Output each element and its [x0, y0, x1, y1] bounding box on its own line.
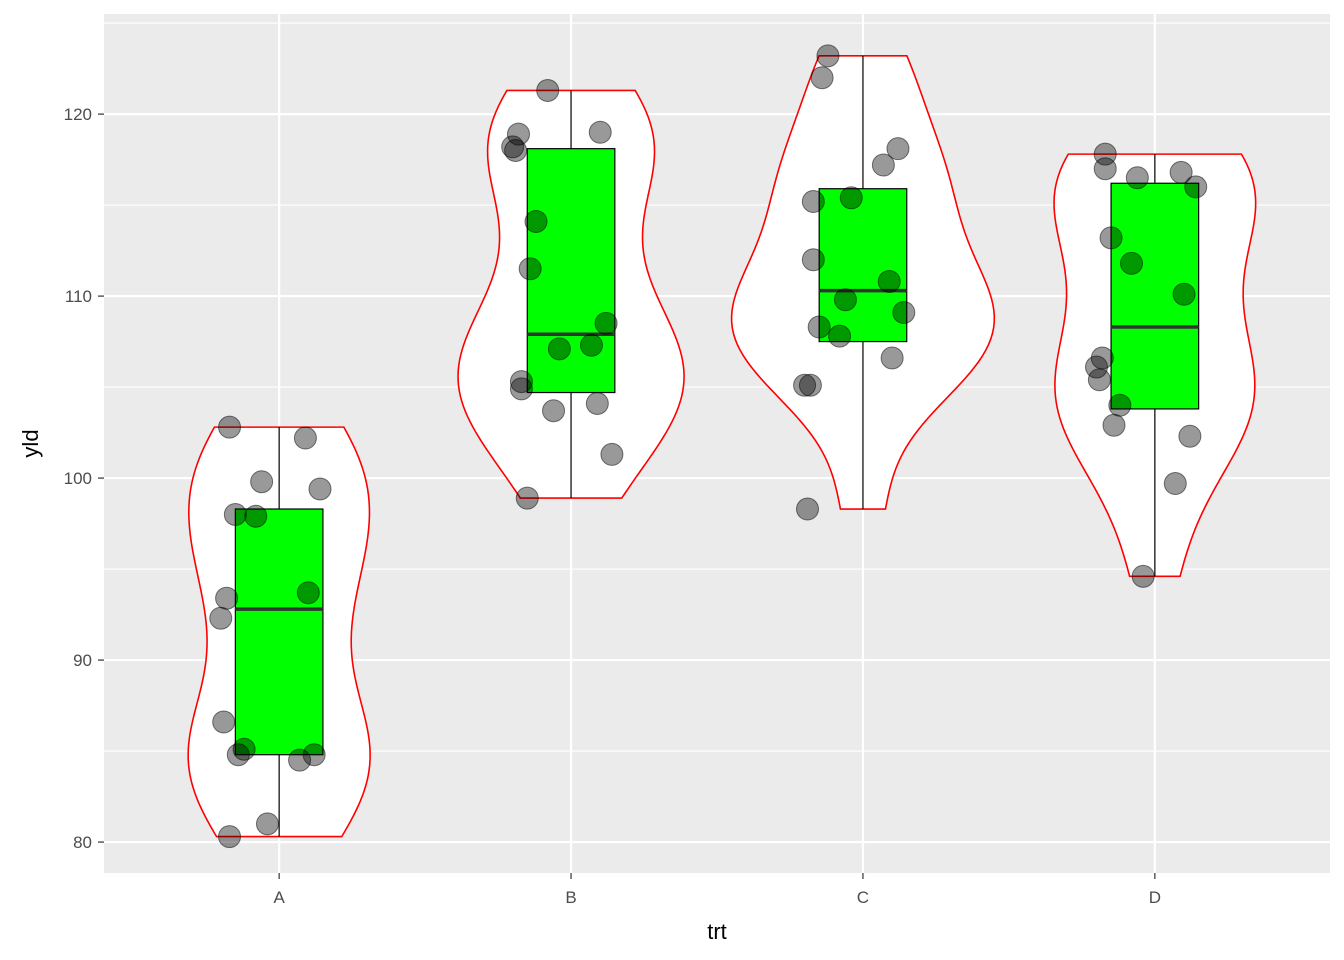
- data-point: [793, 373, 817, 397]
- data-point: [215, 586, 239, 610]
- box-C: [818, 188, 908, 343]
- data-point: [1087, 368, 1111, 392]
- data-point: [1099, 226, 1123, 250]
- data-point: [212, 710, 236, 734]
- data-point: [1172, 282, 1196, 306]
- data-point: [801, 248, 825, 272]
- data-point: [585, 391, 609, 415]
- data-point: [588, 120, 612, 144]
- data-point: [223, 502, 247, 526]
- data-point: [288, 748, 312, 772]
- data-point: [1093, 157, 1117, 181]
- data-point: [255, 812, 279, 836]
- data-point: [1178, 424, 1202, 448]
- data-point: [518, 257, 542, 281]
- data-point: [509, 370, 533, 394]
- box-A: [234, 508, 324, 756]
- boxplot-layer: [234, 55, 1200, 837]
- data-point: [293, 426, 317, 450]
- data-point: [524, 209, 548, 233]
- data-point: [892, 300, 916, 324]
- data-point: [308, 477, 332, 501]
- y-tick-label: 110: [65, 287, 92, 306]
- x-tick-label: C: [857, 888, 869, 907]
- data-point: [218, 825, 242, 849]
- x-tick-label: D: [1149, 888, 1161, 907]
- data-point: [807, 315, 831, 339]
- data-point: [1131, 564, 1155, 588]
- data-point: [801, 189, 825, 213]
- data-point: [218, 415, 242, 439]
- x-axis-title: trt: [707, 919, 727, 944]
- data-point: [795, 497, 819, 521]
- data-point: [877, 270, 901, 294]
- data-point: [871, 153, 895, 177]
- y-tick-label: 80: [73, 833, 92, 852]
- data-point: [501, 135, 525, 159]
- x-tick-label: B: [565, 888, 576, 907]
- data-point: [509, 377, 533, 401]
- violin-layer: [187, 55, 1257, 838]
- data-point: [810, 66, 834, 90]
- data-point: [226, 743, 250, 767]
- data-point: [504, 138, 528, 162]
- data-point: [250, 470, 274, 494]
- data-point: [1163, 472, 1187, 496]
- x-tick-label: A: [273, 888, 285, 907]
- data-point: [536, 78, 560, 102]
- data-point: [798, 373, 822, 397]
- data-point: [209, 606, 233, 630]
- data-point: [302, 743, 326, 767]
- data-point: [547, 337, 571, 361]
- data-point: [839, 186, 863, 210]
- y-tick-label: 100: [64, 469, 92, 488]
- data-point: [816, 44, 840, 68]
- data-point: [594, 311, 618, 335]
- data-point: [833, 288, 857, 312]
- data-point: [880, 346, 904, 370]
- data-point: [515, 486, 539, 510]
- data-point: [1125, 166, 1149, 190]
- data-point: [1108, 393, 1132, 417]
- y-tick-label: 90: [73, 651, 92, 670]
- data-point: [579, 333, 603, 357]
- y-axis-title: yld: [18, 429, 43, 457]
- data-point: [1120, 251, 1143, 275]
- axes: 80 90 100 110 120 A B C D: [64, 105, 1161, 907]
- data-point: [600, 442, 624, 466]
- data-point: [1102, 413, 1126, 437]
- y-tick-label: 120: [64, 105, 92, 124]
- data-point: [296, 581, 320, 605]
- data-point: [244, 504, 268, 528]
- data-point: [1169, 160, 1193, 184]
- data-point: [828, 324, 852, 348]
- box-D: [1110, 182, 1200, 410]
- data-point: [542, 399, 566, 423]
- data-point: [1184, 175, 1208, 199]
- jitter-points-layer: [209, 44, 1208, 849]
- data-point: [886, 137, 910, 161]
